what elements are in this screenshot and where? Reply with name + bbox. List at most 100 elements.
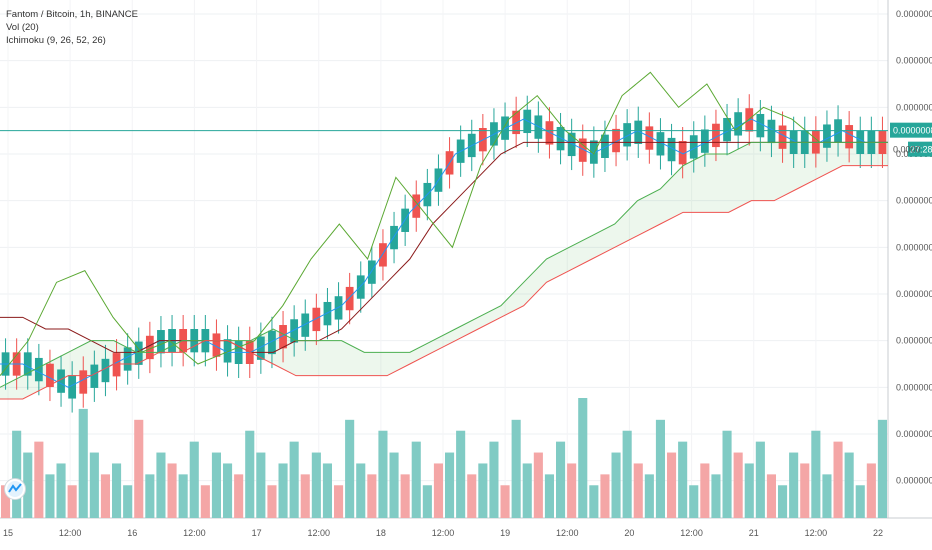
volume-bar — [567, 463, 577, 518]
volume-bar — [822, 474, 832, 518]
volume-bar — [89, 452, 99, 518]
partial-price-label: 0.0000 — [893, 145, 921, 155]
candle-body — [290, 319, 299, 343]
volume-bar — [178, 474, 188, 518]
y-tick-label: 0.00000074 — [896, 289, 932, 299]
candle-body — [678, 141, 687, 165]
countdown-label: 27:28 — [910, 145, 932, 155]
volume-bar — [189, 441, 199, 518]
volume-bar — [334, 485, 344, 518]
candle-body — [712, 123, 720, 148]
x-tick-label: 12:00 — [432, 528, 455, 538]
legend-symbol-title: Fantom / Bitcoin, 1h, BINANCE — [6, 9, 138, 20]
candle-body — [379, 243, 387, 267]
volume-bar — [611, 452, 621, 518]
tradingview-logo-icon[interactable] — [4, 478, 26, 500]
volume-bar — [156, 452, 166, 518]
volume-bar — [211, 452, 221, 518]
candle-body — [367, 260, 376, 284]
candle-body — [578, 138, 587, 162]
volume-bar — [389, 452, 399, 518]
volume-bar — [433, 463, 443, 518]
candle-body — [634, 120, 643, 144]
volume-bar — [755, 441, 765, 518]
volume-bar — [700, 463, 710, 518]
volume-bar — [766, 474, 776, 518]
candle-body — [145, 335, 154, 360]
candle-body — [57, 369, 65, 393]
candle-body — [589, 140, 598, 164]
candle-body — [689, 135, 698, 159]
candle-body — [312, 307, 321, 332]
candle-body — [756, 113, 765, 138]
volume-bar — [145, 474, 155, 518]
volume-bar — [778, 485, 788, 518]
x-tick-label: 12:00 — [183, 528, 206, 538]
volume-bar — [722, 430, 732, 518]
volume-bar — [67, 485, 77, 518]
volume-bar — [311, 452, 321, 518]
volume-bar — [467, 474, 477, 518]
volume-bar — [789, 452, 799, 518]
volume-bar — [489, 441, 499, 518]
chart-legend: Fantom / Bitcoin, 1h, BINANCE Vol (20) I… — [6, 8, 138, 47]
volume-bar — [644, 474, 654, 518]
candle-body — [545, 121, 554, 145]
volume-bar — [711, 474, 721, 518]
candle-body — [734, 112, 743, 136]
y-tick-label: 0.00000072 — [896, 336, 932, 346]
candle-body — [334, 296, 343, 320]
x-tick-label: 12:00 — [307, 528, 330, 538]
volume-bar — [589, 485, 599, 518]
volume-bar — [744, 463, 754, 518]
volume-bar — [367, 474, 377, 518]
volume-bar — [622, 430, 632, 518]
volume-bar — [800, 463, 810, 518]
candle-body — [601, 134, 609, 158]
volume-bar — [267, 485, 277, 518]
candle-body — [112, 353, 121, 377]
candle-body — [567, 132, 576, 157]
volume-bar — [1, 485, 11, 518]
y-tick-label: 0.00000078 — [896, 196, 932, 206]
volume-bar — [223, 463, 233, 518]
candle-body — [823, 124, 831, 148]
candle-body — [23, 352, 32, 376]
candle-body — [356, 275, 365, 299]
volume-bar — [378, 430, 388, 518]
volume-bar — [456, 430, 466, 518]
volume-bar — [78, 408, 88, 518]
volume-bar — [56, 463, 66, 518]
candle-body — [101, 358, 110, 383]
candle-body — [767, 119, 776, 144]
volume-bar — [689, 485, 699, 518]
y-tick-label: 0.00000086 — [896, 9, 932, 19]
candle-body — [301, 313, 310, 337]
volume-bar — [833, 441, 843, 518]
candle-body — [212, 333, 221, 357]
candle-body — [700, 129, 709, 153]
candle-body — [656, 132, 665, 156]
x-tick-label: 22 — [873, 528, 883, 538]
candle-body — [68, 375, 77, 399]
volume-bar — [400, 474, 410, 518]
volume-bar — [100, 474, 110, 518]
volume-bar — [544, 474, 554, 518]
series-base-line — [0, 141, 888, 353]
y-tick-label: 0.00000084 — [896, 56, 932, 66]
x-tick-label: 18 — [376, 528, 386, 538]
countdown-tag — [908, 141, 932, 157]
y-tick-label: 0.00000082 — [896, 102, 932, 112]
candle-body — [612, 128, 620, 153]
candle-body — [46, 363, 54, 388]
volume-bar — [866, 463, 876, 518]
volume-bar — [511, 419, 521, 518]
volume-bar — [478, 463, 488, 518]
candle-body — [345, 286, 354, 311]
candle-body — [845, 125, 854, 149]
candle-body — [134, 341, 143, 365]
volume-bar — [200, 485, 210, 518]
volume-bar — [123, 485, 133, 518]
volume-bar — [411, 441, 421, 518]
